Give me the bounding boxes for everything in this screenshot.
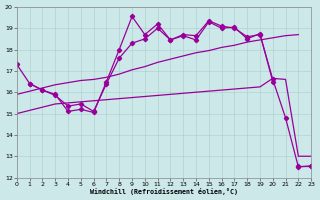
X-axis label: Windchill (Refroidissement éolien,°C): Windchill (Refroidissement éolien,°C): [90, 188, 238, 195]
